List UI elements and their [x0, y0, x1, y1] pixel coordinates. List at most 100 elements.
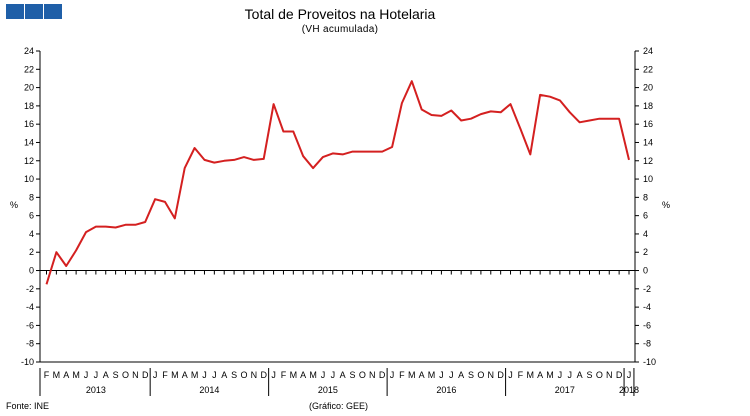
month-label: A [537, 370, 543, 380]
month-label: O [596, 370, 603, 380]
month-label: O [122, 370, 129, 380]
y-tick-label-left: 24 [24, 46, 34, 56]
month-label: F [44, 370, 50, 380]
month-label: S [587, 370, 593, 380]
month-label: M [309, 370, 317, 380]
y-tick-label-right: 0 [643, 266, 648, 276]
y-tick-label-left: 16 [24, 119, 34, 129]
y-tick-label-right: 6 [643, 211, 648, 221]
y-tick-label-left: 0 [29, 266, 34, 276]
month-label: A [103, 370, 109, 380]
y-tick-label-left: -6 [26, 320, 34, 330]
chart-title: Total de Proveitos na Hotelaria [244, 6, 436, 22]
month-label: M [53, 370, 61, 380]
y-tick-label-right: -6 [643, 320, 651, 330]
y-tick-label-left: -8 [26, 339, 34, 349]
y-tick-label-right: 16 [643, 119, 653, 129]
logo-block-2 [25, 4, 43, 19]
chart-subtitle: (VH acumulada) [301, 24, 379, 35]
y-tick-label-left: 4 [29, 229, 34, 239]
month-label: D [497, 370, 504, 380]
month-label: N [132, 370, 139, 380]
month-label: J [558, 370, 563, 380]
y-axis-label-right: % [662, 200, 670, 210]
logo-block-1 [6, 4, 24, 19]
y-tick-label-left: 14 [24, 137, 34, 147]
month-label: J [439, 370, 444, 380]
y-tick-label-right: -2 [643, 284, 651, 294]
month-label: J [212, 370, 217, 380]
month-label: A [182, 370, 188, 380]
y-tick-label-left: 18 [24, 101, 34, 111]
chart-credit: (Gráfico: GEE) [309, 401, 369, 411]
month-label: N [606, 370, 613, 380]
month-label: O [359, 370, 366, 380]
month-label: M [428, 370, 436, 380]
y-tick-label-right: 14 [643, 137, 653, 147]
y-tick-label-right: -8 [643, 339, 651, 349]
month-label: A [419, 370, 425, 380]
month-label: N [488, 370, 495, 380]
month-label: M [191, 370, 199, 380]
year-label: 2016 [436, 385, 456, 395]
month-label: D [616, 370, 623, 380]
month-label: M [171, 370, 179, 380]
month-label: J [331, 370, 336, 380]
y-tick-label-left: 22 [24, 64, 34, 74]
y-tick-label-right: 12 [643, 156, 653, 166]
month-label: F [162, 370, 168, 380]
month-label: S [350, 370, 356, 380]
y-tick-label-right: 4 [643, 229, 648, 239]
month-label: D [260, 370, 267, 380]
month-label: N [369, 370, 376, 380]
y-tick-label-left: 6 [29, 211, 34, 221]
y-tick-label-right: 10 [643, 174, 653, 184]
y-tick-label-right: -10 [643, 357, 656, 367]
y-tick-label-right: 2 [643, 247, 648, 257]
month-label: M [408, 370, 416, 380]
month-label: J [94, 370, 99, 380]
month-label: S [231, 370, 237, 380]
logo-block-3 [44, 4, 62, 19]
month-label: F [281, 370, 287, 380]
y-tick-label-right: 8 [643, 192, 648, 202]
y-tick-label-right: 20 [643, 83, 653, 93]
month-label: M [72, 370, 80, 380]
year-label: 2017 [555, 385, 575, 395]
month-label: O [240, 370, 247, 380]
month-label: J [321, 370, 326, 380]
month-label: A [63, 370, 69, 380]
y-tick-label-left: 20 [24, 83, 34, 93]
month-label: A [300, 370, 306, 380]
month-label: N [251, 370, 258, 380]
month-label: J [84, 370, 89, 380]
month-label: M [527, 370, 535, 380]
y-tick-label-left: -2 [26, 284, 34, 294]
month-label: F [399, 370, 405, 380]
month-label: J [202, 370, 207, 380]
y-tick-label-left: -4 [26, 302, 34, 312]
y-tick-label-right: -4 [643, 302, 651, 312]
month-label: J [627, 370, 632, 380]
month-label: J [271, 370, 276, 380]
month-label: O [477, 370, 484, 380]
month-label: J [568, 370, 573, 380]
month-label: J [449, 370, 454, 380]
month-label: S [113, 370, 119, 380]
month-label: S [468, 370, 474, 380]
y-axis-label-left: % [10, 200, 18, 210]
month-label: M [290, 370, 298, 380]
y-tick-label-right: 24 [643, 46, 653, 56]
year-label: 2018 [619, 385, 639, 395]
month-label: D [379, 370, 386, 380]
y-tick-label-left: 2 [29, 247, 34, 257]
month-label: F [518, 370, 524, 380]
month-label: J [390, 370, 395, 380]
year-label: 2014 [199, 385, 219, 395]
month-label: A [577, 370, 583, 380]
month-label: A [221, 370, 227, 380]
month-label: J [508, 370, 513, 380]
month-label: D [142, 370, 149, 380]
series-line [45, 80, 630, 285]
